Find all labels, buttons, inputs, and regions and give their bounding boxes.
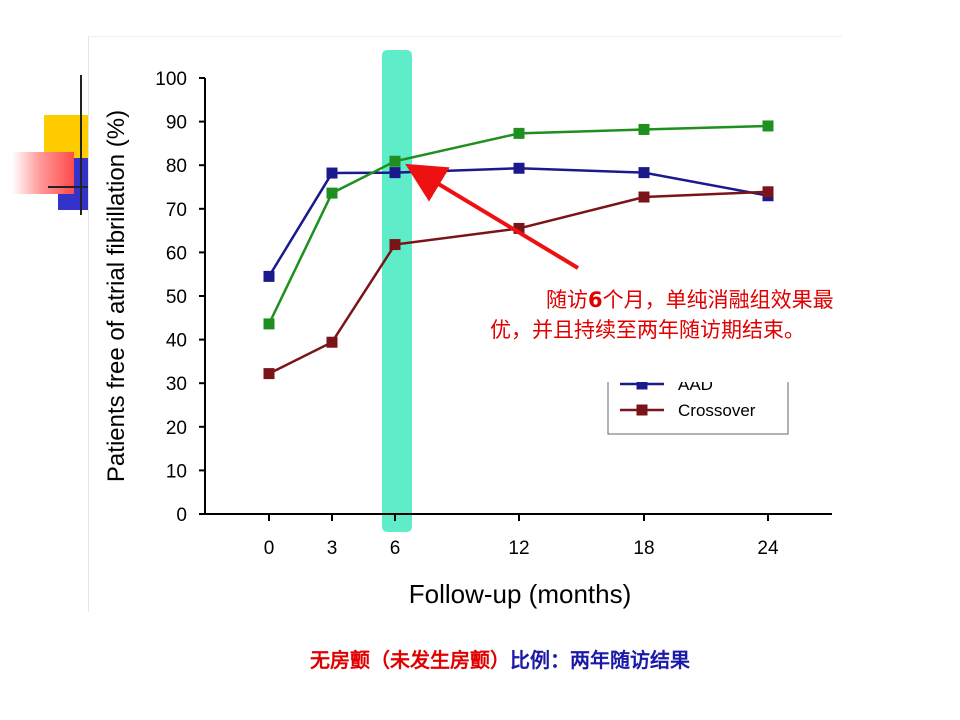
y-tick-label: 70 [166, 200, 187, 221]
data-point-series-2-x-3 [326, 336, 338, 348]
y-tick-label: 20 [166, 418, 187, 439]
data-point-series-1-x-6 [389, 155, 401, 167]
data-point-series-1-x-12 [513, 127, 525, 139]
x-tick-label: 0 [264, 538, 275, 559]
data-point-series-2-x-0 [263, 368, 275, 380]
x-tick-label: 3 [327, 538, 338, 559]
y-tick-label: 80 [166, 156, 187, 177]
x-tick-label: 12 [508, 538, 529, 559]
x-tick-label: 24 [757, 538, 779, 559]
series-line-1 [267, 124, 769, 325]
highlight-band [382, 50, 412, 532]
data-point-series-0-x-18 [638, 167, 650, 179]
y-tick-label: 10 [166, 461, 187, 482]
y-tick-label: 50 [166, 287, 187, 308]
annotation-box [482, 282, 842, 382]
legend-marker-1 [636, 404, 648, 416]
annotation-text: 随访6个月，单纯消融组效果最优，并且持续至两年随访期结束。 [490, 285, 842, 345]
data-point-series-2-x-6 [389, 239, 401, 251]
y-tick-label: 30 [166, 374, 187, 395]
data-point-series-0-x-0 [263, 270, 275, 282]
annotation-text-after: 个月，单纯消融组效果最优，并且持续至两年随访期结束。 [490, 288, 834, 342]
y-tick-label: 40 [166, 331, 187, 352]
x-tick-label: 18 [633, 538, 654, 559]
data-point-series-1-x-0 [263, 318, 275, 330]
decor-vertical-line [80, 75, 82, 215]
data-point-series-2-x-18 [638, 191, 650, 203]
data-point-series-1-x-3 [326, 187, 338, 199]
data-point-series-0-x-3 [326, 167, 338, 179]
y-tick-label: 60 [166, 243, 187, 264]
y-axis-label: Patients free of atrial fibrillation (%) [103, 110, 130, 482]
data-point-series-2-x-12 [513, 222, 525, 234]
decor-horizontal-line [48, 186, 88, 188]
legend-label-1: Crossover [678, 401, 756, 420]
legend-marker-0 [636, 378, 648, 390]
data-point-series-0-x-6 [389, 167, 401, 179]
annotation-arrow [405, 163, 580, 270]
chart-frame-edge [88, 36, 89, 612]
data-point-series-2-x-24 [762, 186, 774, 198]
x-axis-label: Follow-up (months) [409, 579, 632, 609]
y-tick-label: 90 [166, 113, 187, 134]
annotation-text-before: 随访 [546, 288, 588, 312]
series-line-0 [267, 167, 769, 278]
y-tick-label: 0 [176, 505, 187, 526]
caption-part-blue: 比例：两年随访结果 [510, 648, 690, 672]
y-tick-label: 100 [155, 69, 187, 90]
x-tick-label: 6 [390, 538, 401, 559]
annotation-bold: 6 [588, 288, 603, 312]
chart-frame-top [88, 36, 842, 37]
series-line-2 [268, 190, 769, 375]
data-point-series-0-x-12 [513, 162, 525, 174]
data-point-series-1-x-24 [762, 120, 774, 132]
data-point-series-1-x-18 [638, 123, 650, 135]
caption-part-red: 无房颤（未发生房颤） [310, 648, 510, 672]
slide-caption: 无房颤（未发生房颤）比例：两年随访结果 [0, 644, 960, 673]
